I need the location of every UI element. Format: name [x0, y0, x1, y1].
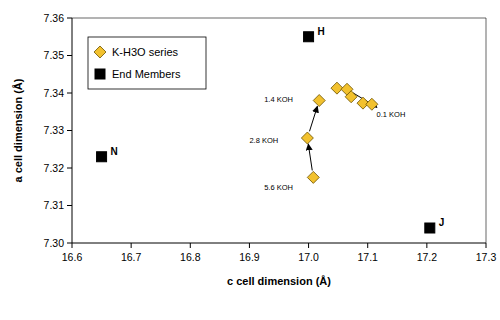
y-tick-label: 7.34 — [44, 87, 65, 99]
x-tick — [190, 243, 191, 248]
y-tick — [67, 205, 72, 206]
point — [304, 32, 314, 42]
x-axis-line — [72, 243, 486, 244]
y-tick — [67, 168, 72, 169]
x-tick-label: 17.3 — [476, 251, 497, 263]
y-tick-label: 7.33 — [44, 124, 65, 136]
x-tick-label: 17.2 — [417, 251, 438, 263]
x-tick — [486, 243, 487, 248]
y-tick-label: 7.35 — [44, 49, 65, 61]
y-tick-label: 7.30 — [44, 237, 65, 249]
annotation: 2.8 KOH — [249, 136, 278, 145]
x-tick-label: 16.8 — [180, 251, 201, 263]
annotation: 1.4 KOH — [264, 95, 293, 104]
point — [313, 95, 325, 107]
annotation: 0.1 KOH — [377, 110, 406, 119]
x-tick — [426, 243, 427, 248]
point-label: N — [111, 146, 118, 157]
x-tick — [249, 243, 250, 248]
arrow — [308, 144, 312, 171]
chart: 16.6 16.7 16.8 16.9 17.0 17.1 17.2 17.3 7.30 7.31… — [0, 0, 500, 320]
legend-symbol — [95, 69, 105, 79]
x-tick — [131, 243, 132, 248]
x-tick — [367, 243, 368, 248]
y-tick — [67, 18, 72, 19]
y-tick-label: 7.32 — [44, 162, 65, 174]
legend-symbol — [94, 46, 106, 58]
x-tick-label: 17.0 — [298, 251, 319, 263]
annotation: 5.6 KOH — [264, 183, 293, 192]
point-label: J — [439, 217, 445, 228]
point — [97, 152, 107, 162]
legend: K-H3O series End Members — [88, 37, 206, 89]
x-axis-title: c cell dimension (Å) — [227, 275, 331, 287]
point — [301, 132, 313, 144]
y-tick — [67, 55, 72, 56]
point — [345, 91, 357, 103]
y-tick — [67, 243, 72, 244]
arrows — [308, 93, 377, 171]
arrow — [309, 106, 317, 131]
plot-frame — [72, 18, 486, 19]
point — [307, 171, 319, 183]
y-tick — [67, 130, 72, 131]
point — [425, 223, 435, 233]
point — [331, 82, 343, 94]
legend-label: End Members — [112, 68, 181, 80]
x-tick-label: 17.1 — [357, 251, 378, 263]
x-tick-label: 16.9 — [239, 251, 260, 263]
y-tick-label: 7.31 — [44, 199, 65, 211]
x-tick — [72, 243, 73, 248]
point — [366, 98, 378, 110]
x-tick-label: 16.7 — [121, 251, 142, 263]
x-tick-label: 16.6 — [62, 251, 83, 263]
legend-label: K-H3O series — [112, 46, 179, 58]
legend-box — [88, 37, 206, 89]
point-label: H — [318, 26, 325, 37]
y-axis-title: a cell dimension (Å) — [12, 78, 24, 182]
y-tick — [67, 93, 72, 94]
x-tick — [308, 243, 309, 248]
y-tick-label: 7.36 — [44, 12, 65, 24]
plot-frame — [486, 18, 487, 243]
